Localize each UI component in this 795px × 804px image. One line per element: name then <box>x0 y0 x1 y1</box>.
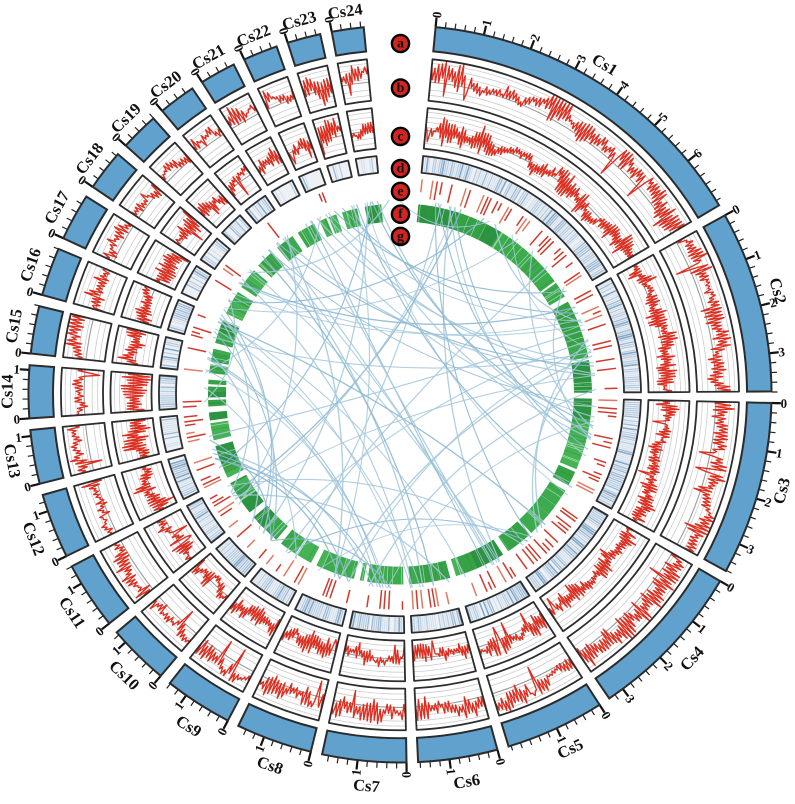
svg-text:1: 1 <box>479 18 495 28</box>
svg-text:0: 0 <box>300 759 316 769</box>
svg-text:0: 0 <box>25 283 35 299</box>
svg-text:d: d <box>397 162 405 177</box>
svg-text:1: 1 <box>251 743 267 754</box>
svg-text:0: 0 <box>493 757 509 767</box>
svg-text:0: 0 <box>429 11 445 19</box>
svg-text:0: 0 <box>14 344 22 360</box>
svg-text:Cs14: Cs14 <box>0 374 17 409</box>
svg-text:1: 1 <box>348 768 364 776</box>
svg-text:2: 2 <box>527 32 543 43</box>
svg-text:2: 2 <box>768 295 778 311</box>
svg-text:1: 1 <box>775 445 784 461</box>
svg-text:1: 1 <box>752 247 764 263</box>
svg-text:0: 0 <box>321 15 337 24</box>
svg-text:2: 2 <box>763 494 774 510</box>
svg-text:0: 0 <box>780 396 787 411</box>
svg-text:Cs24: Cs24 <box>327 0 364 23</box>
svg-text:1: 1 <box>13 361 20 376</box>
svg-text:0: 0 <box>399 771 414 778</box>
svg-text:g: g <box>397 229 404 244</box>
svg-text:0: 0 <box>276 26 292 37</box>
svg-text:1: 1 <box>14 430 22 446</box>
svg-text:1: 1 <box>443 767 459 775</box>
svg-text:e: e <box>397 184 403 199</box>
svg-text:b: b <box>397 81 405 96</box>
svg-text:Cs7: Cs7 <box>352 775 380 796</box>
svg-text:0: 0 <box>13 412 20 427</box>
svg-text:0: 0 <box>23 479 33 495</box>
svg-text:3: 3 <box>778 344 787 360</box>
svg-text:c: c <box>397 129 403 144</box>
svg-text:a: a <box>397 37 404 52</box>
svg-text:Cs6: Cs6 <box>452 770 481 793</box>
svg-text:f: f <box>398 207 403 222</box>
svg-text:1: 1 <box>31 507 42 523</box>
